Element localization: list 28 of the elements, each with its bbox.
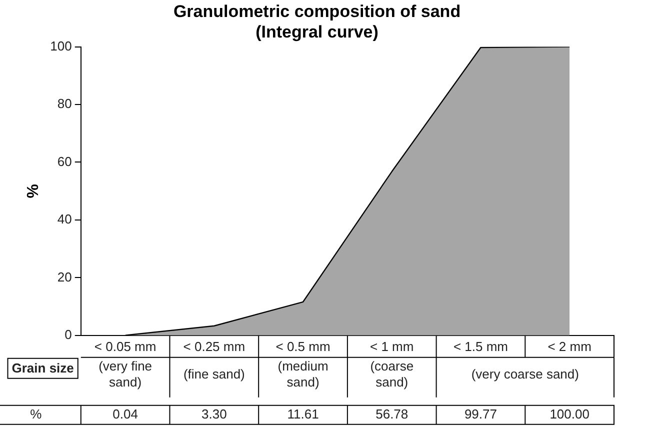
data-label: 3.30 (202, 406, 227, 422)
x-axis-title: Grain size (12, 360, 74, 376)
x-tick-label: < 0.05 mm (94, 338, 156, 354)
y-axis-title: % (25, 184, 42, 198)
data-label: 11.61 (287, 406, 319, 422)
data-label: 56.78 (376, 406, 408, 422)
y-tick-label: 40 (57, 212, 72, 227)
text: (medium sand) (278, 358, 328, 390)
text: (coarse sand) (370, 358, 414, 390)
x-tick-label: < 0.5 mm (276, 338, 330, 354)
data-label: 0.04 (112, 406, 138, 422)
y-tick-label: 60 (57, 154, 72, 169)
x-tick-label: < 1.5 mm (453, 338, 508, 354)
text: (very fine sand) (98, 358, 152, 390)
x-tick-label: < 1 mm (370, 338, 414, 354)
x-tick-label: < 2 mm (548, 338, 592, 354)
text: (fine sand) (183, 366, 245, 382)
text: % (30, 406, 42, 422)
y-tick-label: 100 (50, 38, 72, 54)
y-tick-label: 0 (64, 326, 72, 342)
chart-title: Granulometric composition of sand (173, 2, 461, 21)
data-label: 100.00 (550, 406, 590, 422)
data-label: 99.77 (464, 406, 497, 422)
chart-subtitle: (Integral curve) (256, 22, 378, 42)
y-tick-label: 80 (57, 96, 72, 112)
text: (very coarse sand) (471, 366, 579, 382)
y-tick-label: 20 (57, 269, 72, 284)
x-tick-label: < 0.25 mm (183, 338, 246, 354)
